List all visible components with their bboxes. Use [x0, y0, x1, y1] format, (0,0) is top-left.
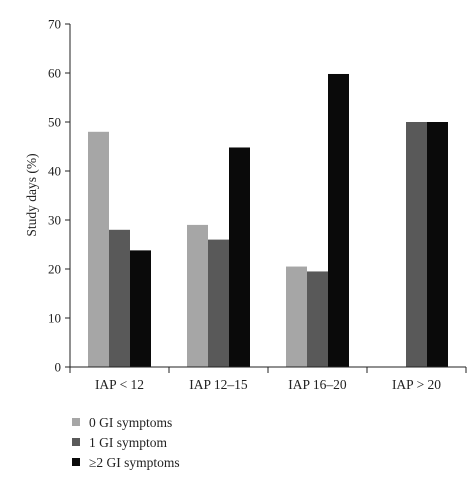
axes	[69, 24, 467, 373]
bar	[328, 73, 349, 367]
bar	[187, 224, 208, 367]
bar	[208, 239, 229, 367]
y-axis-ticks: 0 10 20 30 40 50 60 70	[48, 17, 70, 375]
y-axis-title: Study days (%)	[24, 153, 39, 236]
category-label: IAP < 12	[95, 377, 144, 392]
bar	[229, 147, 250, 367]
legend-label: 0 GI symptoms	[89, 415, 172, 430]
category-labels: IAP < 12 IAP 12–15 IAP 16–20 IAP > 20	[95, 377, 441, 392]
bar	[427, 122, 448, 367]
legend-swatch	[72, 438, 80, 446]
y-tick-label: 0	[55, 360, 62, 375]
legend: 0 GI symptoms 1 GI symptom ≥2 GI symptoms	[72, 415, 180, 470]
legend-swatch	[72, 458, 80, 466]
category-label: IAP > 20	[392, 377, 441, 392]
bar	[406, 122, 427, 367]
bar	[130, 250, 151, 367]
bar	[286, 266, 307, 367]
legend-swatch	[72, 418, 80, 426]
bar	[307, 271, 328, 367]
y-tick-label: 50	[48, 115, 61, 130]
category-label: IAP 12–15	[189, 377, 248, 392]
bars	[88, 73, 448, 367]
category-label: IAP 16–20	[288, 377, 347, 392]
legend-label: 1 GI symptom	[89, 435, 168, 450]
legend-label: ≥2 GI symptoms	[89, 455, 180, 470]
bar	[88, 131, 109, 367]
bar	[109, 229, 130, 367]
y-tick-label: 60	[48, 66, 61, 81]
y-tick-label: 10	[48, 311, 61, 326]
y-tick-label: 40	[48, 164, 61, 179]
y-tick-label: 70	[48, 17, 61, 32]
y-tick-label: 30	[48, 213, 61, 228]
y-tick-label: 20	[48, 262, 61, 277]
